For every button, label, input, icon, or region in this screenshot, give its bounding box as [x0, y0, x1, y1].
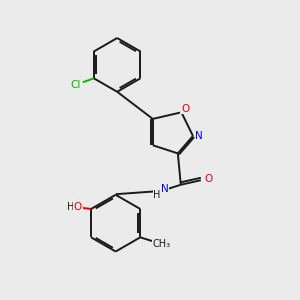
Text: H: H: [153, 190, 161, 200]
Text: O: O: [74, 202, 82, 212]
Text: N: N: [161, 184, 169, 194]
Text: N: N: [195, 131, 203, 141]
Text: O: O: [204, 174, 212, 184]
Text: CH₃: CH₃: [153, 239, 171, 249]
Text: O: O: [181, 104, 189, 114]
Text: Cl: Cl: [71, 80, 81, 90]
Text: H: H: [68, 202, 75, 212]
